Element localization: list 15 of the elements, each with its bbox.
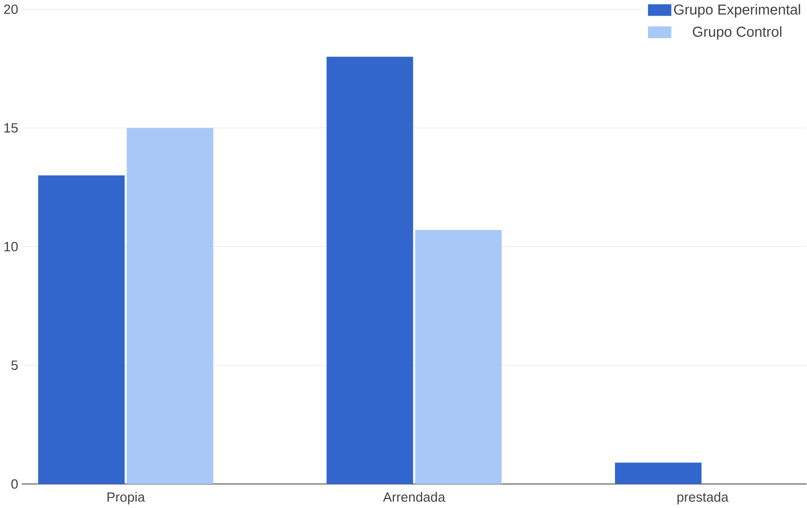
bar [38, 176, 125, 484]
y-tick-label: 0 [11, 479, 18, 489]
y-tick-label: 10 [4, 242, 18, 252]
y-tick-label: 20 [4, 4, 18, 14]
bar [415, 230, 502, 484]
x-tick-label: Propia [108, 492, 145, 504]
bar [615, 462, 702, 484]
x-tick-label: Arrendada [383, 492, 446, 502]
x-tick-label: prestada [677, 492, 728, 504]
legend-label: Grupo Control [692, 26, 782, 40]
bar [126, 128, 214, 484]
legend-label: Grupo Experimental [674, 4, 800, 18]
y-tick-label: 15 [4, 123, 18, 133]
bar [326, 56, 414, 484]
y-tick-label: 5 [11, 360, 18, 370]
